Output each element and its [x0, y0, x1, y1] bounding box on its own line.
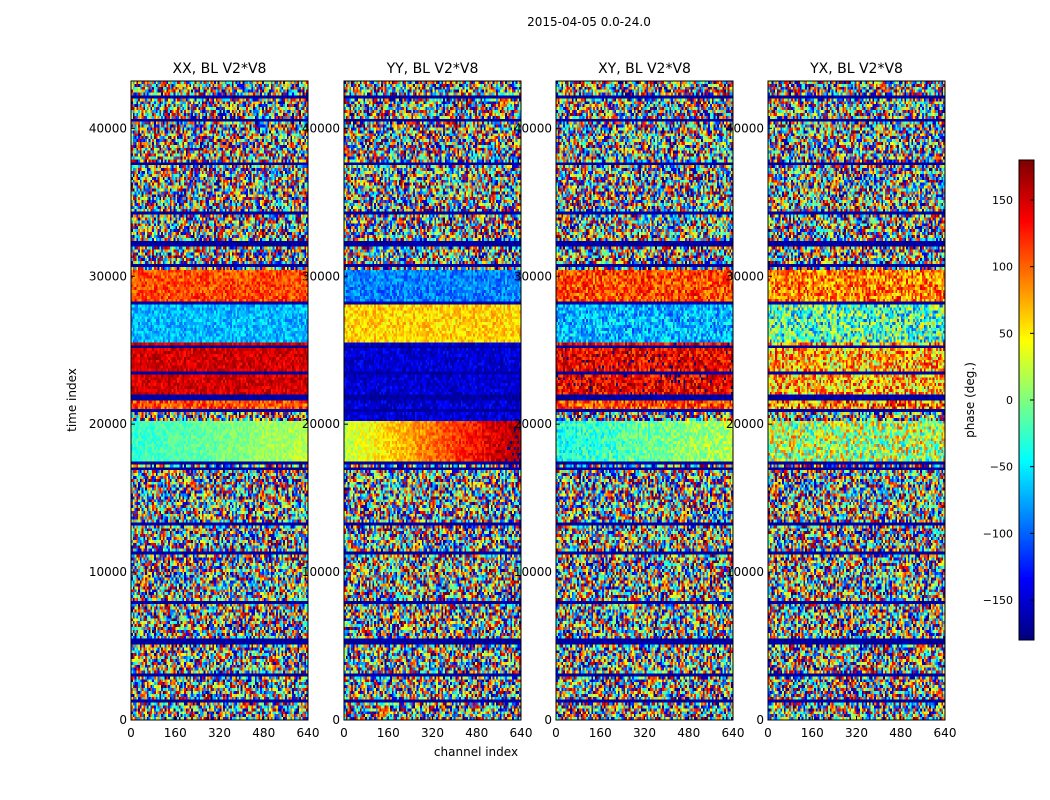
x-tick-label: 320	[208, 726, 231, 740]
colorbar: −150 −100 −50 0 50 100 150	[983, 159, 1035, 641]
x-tick-label: 640	[510, 726, 533, 740]
x-tick-label: 0	[340, 726, 348, 740]
y-tick-label: 0	[332, 713, 340, 727]
colorbar-tick-label: 50	[999, 327, 1013, 340]
y-tick-label: 40000	[302, 121, 340, 135]
colorbar-label: phase (deg.)	[963, 362, 977, 438]
x-tick-label: 640	[934, 726, 957, 740]
y-tick-label: 10000	[726, 565, 764, 579]
x-tick-label: 320	[845, 726, 868, 740]
y-tick-label: 30000	[302, 269, 340, 283]
panel-title: YX, BL V2*V8	[809, 61, 903, 77]
y-tick-label: 20000	[726, 417, 764, 431]
panel-2: YY, BL V2*V8 0 160 320 480 640 0 10000 20000 3000…	[302, 61, 533, 740]
colorbar-tick-label: −50	[990, 461, 1013, 474]
y-axis-label: time index	[65, 368, 79, 432]
y-tick-label: 30000	[514, 269, 552, 283]
colorbar-tick-label: 0	[1006, 394, 1013, 407]
y-tick-label: 30000	[89, 269, 127, 283]
y-tick-label: 0	[119, 713, 127, 727]
x-tick-label: 160	[801, 726, 824, 740]
y-tick-label: 0	[756, 713, 764, 727]
panel-1: XX, BL V2*V8 0 160 320 480 640 0 10000 20000 3000…	[89, 61, 320, 740]
x-tick-label: 160	[377, 726, 400, 740]
y-tick-label: 0	[544, 713, 552, 727]
x-tick-label: 0	[764, 726, 772, 740]
panel-title: XX, BL V2*V8	[173, 61, 267, 77]
y-tick-label: 10000	[302, 565, 340, 579]
x-tick-label: 160	[164, 726, 187, 740]
phase-heatmap-image	[131, 81, 308, 720]
x-tick-label: 320	[633, 726, 656, 740]
phase-heatmap-image	[556, 81, 733, 720]
panel-title: YY, BL V2*V8	[386, 61, 479, 77]
colorbar-tick-label: −100	[983, 527, 1013, 540]
panel-4: YX, BL V2*V8 0 160 320 480 640 0 10000 20000 3000…	[726, 61, 957, 740]
y-tick-label: 40000	[726, 121, 764, 135]
y-tick-label: 30000	[726, 269, 764, 283]
panel-title: XY, BL V2*V8	[598, 61, 691, 77]
y-tick-label: 20000	[302, 417, 340, 431]
phase-heatmap-image	[768, 81, 945, 720]
colorbar-tick-label: −150	[983, 594, 1013, 607]
x-tick-label: 480	[889, 726, 912, 740]
x-axis-label: channel index	[434, 745, 518, 759]
figure-suptitle: 2015-04-05 0.0-24.0	[527, 15, 651, 29]
x-tick-label: 320	[421, 726, 444, 740]
y-tick-label: 20000	[514, 417, 552, 431]
y-tick-label: 40000	[514, 121, 552, 135]
x-tick-label: 640	[297, 726, 320, 740]
x-tick-label: 0	[127, 726, 135, 740]
x-tick-label: 0	[552, 726, 560, 740]
phase-heatmap-image	[344, 81, 521, 720]
panel-3: XY, BL V2*V8 0 160 320 480 640 0 10000 20000 3000…	[514, 61, 745, 740]
x-tick-label: 640	[722, 726, 745, 740]
y-tick-label: 10000	[89, 565, 127, 579]
colorbar-tick-label: 150	[992, 194, 1013, 207]
y-tick-label: 20000	[89, 417, 127, 431]
heatmap-panels: XX, BL V2*V8 0 160 320 480 640 0 10000 20000 3000…	[89, 61, 957, 740]
y-tick-label: 10000	[514, 565, 552, 579]
x-tick-label: 480	[677, 726, 700, 740]
colorbar-gradient	[1019, 160, 1034, 640]
x-tick-label: 160	[589, 726, 612, 740]
x-tick-label: 480	[252, 726, 275, 740]
colorbar-tick-label: 100	[992, 261, 1013, 274]
x-tick-label: 480	[465, 726, 488, 740]
y-tick-label: 40000	[89, 121, 127, 135]
